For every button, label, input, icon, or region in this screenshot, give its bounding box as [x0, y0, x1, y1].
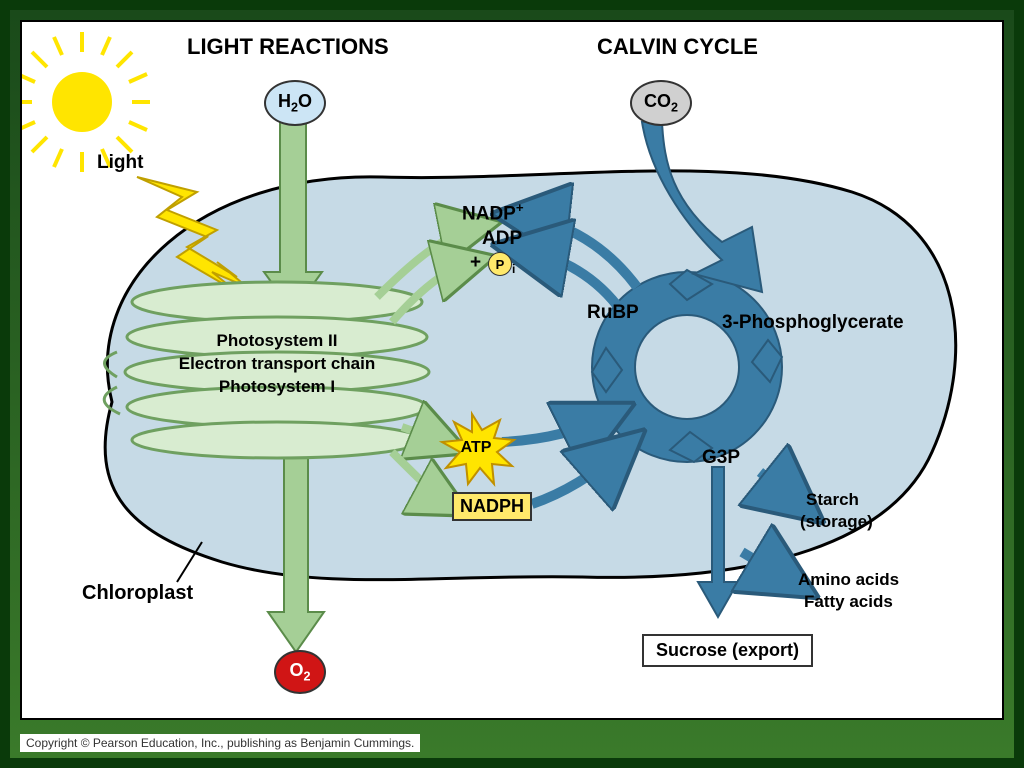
label-starch2: (storage) [800, 512, 873, 532]
sun-icon [22, 32, 150, 172]
label-starch1: Starch [806, 490, 859, 510]
pi-text: P [496, 257, 505, 272]
calvin-cycle-ring [592, 270, 782, 462]
header-calvin-cycle: CALVIN CYCLE [597, 34, 758, 60]
outer-frame: LIGHT REACTIONS CALVIN CYCLE Light H2O C… [10, 10, 1014, 758]
label-plus: + [470, 252, 481, 274]
label-atp: ATP [454, 438, 498, 458]
label-etc: Electron transport chain [167, 353, 387, 376]
co2-text: CO2 [644, 91, 678, 115]
label-g3p: G3P [702, 447, 740, 469]
label-amino: Amino acids [798, 570, 899, 590]
label-rubp: RuBP [587, 302, 639, 324]
label-sucrose: Sucrose (export) [642, 634, 813, 667]
label-nadph: NADPH [452, 492, 532, 521]
h2o-text: H2O [278, 91, 312, 115]
label-chloroplast: Chloroplast [82, 582, 193, 605]
label-nadp: NADP+ [462, 200, 524, 225]
o2-bubble: O2 [274, 650, 326, 694]
o2-text: O2 [289, 660, 310, 684]
diagram-canvas: LIGHT REACTIONS CALVIN CYCLE Light H2O C… [20, 20, 1004, 720]
label-pga: 3-Phosphoglycerate [722, 312, 904, 334]
label-fatty: Fatty acids [804, 592, 893, 612]
pi-icon: P [488, 252, 512, 276]
label-adp: ADP [482, 228, 522, 250]
header-light-reactions: LIGHT REACTIONS [187, 34, 389, 60]
label-ps1: Photosystem I [167, 376, 387, 399]
label-light: Light [97, 152, 143, 174]
copyright-text: Copyright © Pearson Education, Inc., pub… [20, 734, 420, 752]
pi-sub: i [512, 262, 515, 276]
label-ps2: Photosystem II [167, 330, 387, 353]
co2-bubble: CO2 [630, 80, 692, 126]
thylakoid-labels: Photosystem II Electron transport chain … [167, 330, 387, 399]
h2o-bubble: H2O [264, 80, 326, 126]
